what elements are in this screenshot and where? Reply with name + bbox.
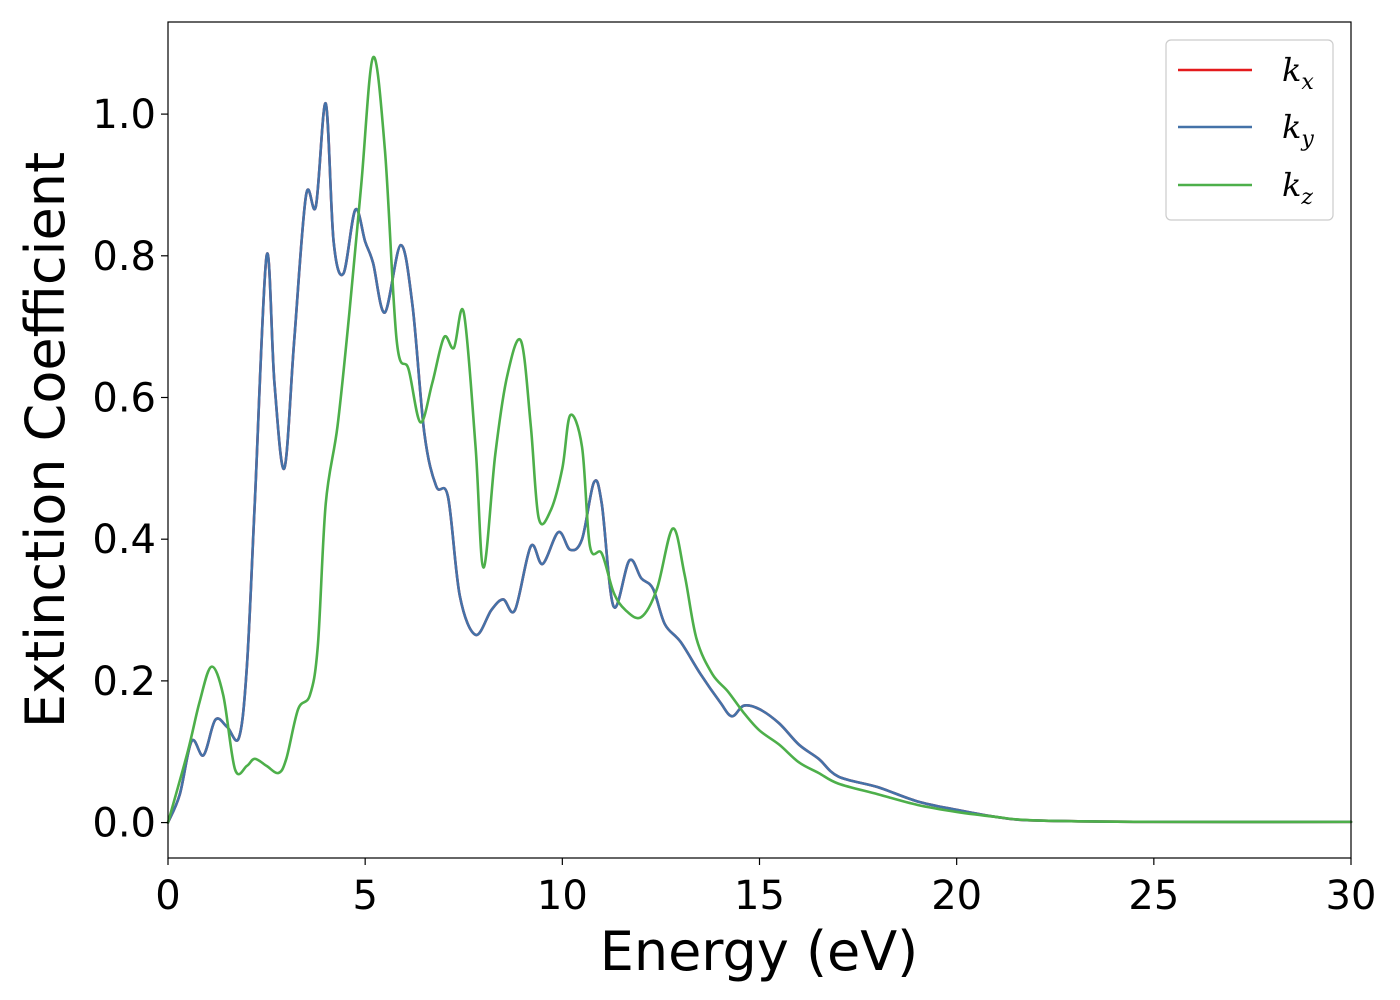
legend[interactable]: kx ky kz	[1165, 39, 1334, 221]
x-tick-label: 25	[1128, 873, 1179, 919]
legend-label-z: kz	[1282, 166, 1313, 210]
x-tick-label: 10	[537, 873, 588, 919]
x-tick-label: 20	[931, 873, 982, 919]
legend-entries: kx ky kz	[1178, 51, 1314, 210]
series-line-y	[166, 102, 1353, 824]
legend-box	[1165, 39, 1334, 221]
x-axis-title: Energy (eV)	[600, 920, 919, 983]
legend-label-x: kx	[1282, 51, 1314, 95]
series-layer	[166, 55, 1353, 824]
x-tick-label: 0	[155, 873, 180, 919]
series-line-z	[166, 55, 1353, 824]
y-tick-label: 0.4	[92, 517, 156, 563]
x-tick-label: 30	[1326, 873, 1377, 919]
y-tick-label: 0.8	[92, 234, 156, 280]
x-tick-label: 5	[352, 873, 377, 919]
y-tick-label: 0.2	[92, 659, 156, 705]
y-tick-label: 0.6	[92, 375, 156, 421]
legend-label-y: ky	[1282, 108, 1314, 152]
y-axis-title: Extinction Coefficient	[14, 152, 77, 728]
ticks-layer: 0 5 10 15 20 25 30 0.0 0.2 0.4 0.6 0.8 1.0	[92, 92, 1376, 919]
y-tick-label: 0.0	[92, 801, 156, 847]
x-tick-label: 15	[734, 873, 785, 919]
y-tick-label: 1.0	[92, 92, 156, 138]
